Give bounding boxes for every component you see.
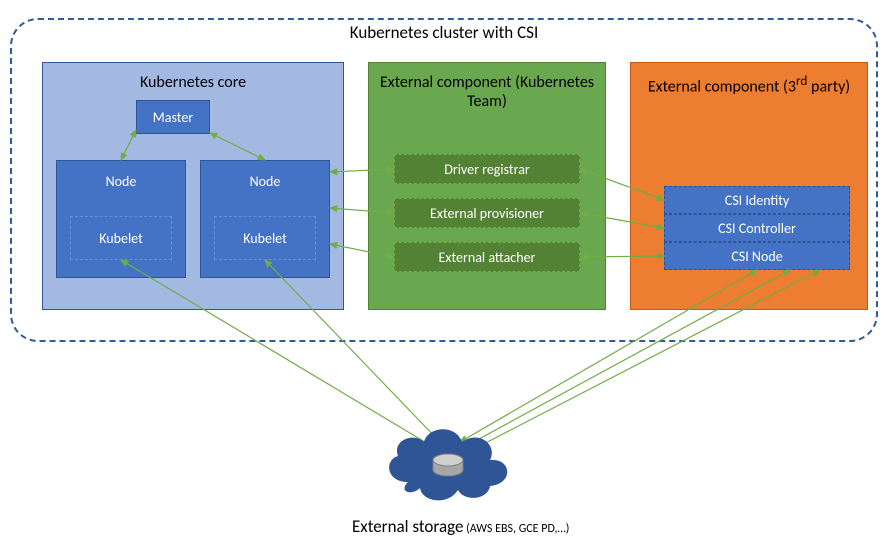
storage-label: External storage (AWS EBS, GCE PD,…) (352, 516, 569, 537)
panel-core-title: Kubernetes core (43, 63, 343, 92)
box-attacher: External attacher (394, 242, 580, 272)
box-node1-label: Node (106, 173, 137, 190)
box-provisioner-label: External provisioner (430, 205, 544, 222)
box-registrar: Driver registrar (394, 154, 580, 184)
box-controller-label: CSI Controller (718, 220, 796, 237)
cluster-title: Kubernetes cluster with CSI (304, 22, 584, 43)
box-attacher-label: External attacher (439, 249, 536, 266)
panel-ext-k8s-title: External component (Kubernetes Team) (369, 63, 605, 111)
box-node2-label: Node (250, 173, 281, 190)
cloud-icon (378, 420, 518, 504)
storage-label-sub: (AWS EBS, GCE PD,…) (463, 522, 569, 536)
panel-ext-k8s: External component (Kubernetes Team) (368, 62, 606, 310)
box-master-label: Master (153, 109, 193, 126)
box-controller: CSI Controller (664, 214, 850, 242)
box-identity-label: CSI Identity (725, 192, 790, 209)
panel-ext-3rd-title: External component (3rd party) (631, 63, 867, 97)
box-kubelet1-label: Kubelet (99, 230, 143, 247)
box-registrar-label: Driver registrar (444, 161, 530, 178)
box-kubelet2-label: Kubelet (243, 230, 287, 247)
box-provisioner: External provisioner (394, 198, 580, 228)
box-kubelet2: Kubelet (214, 216, 316, 260)
box-csinode-label: CSI Node (731, 248, 782, 265)
box-kubelet1: Kubelet (70, 216, 172, 260)
box-master: Master (136, 100, 210, 134)
box-csinode: CSI Node (664, 242, 850, 270)
diagram-canvas: Kubernetes cluster with CSI Kubernetes c… (0, 0, 888, 542)
box-identity: CSI Identity (664, 186, 850, 214)
storage-label-main: External storage (352, 516, 463, 537)
